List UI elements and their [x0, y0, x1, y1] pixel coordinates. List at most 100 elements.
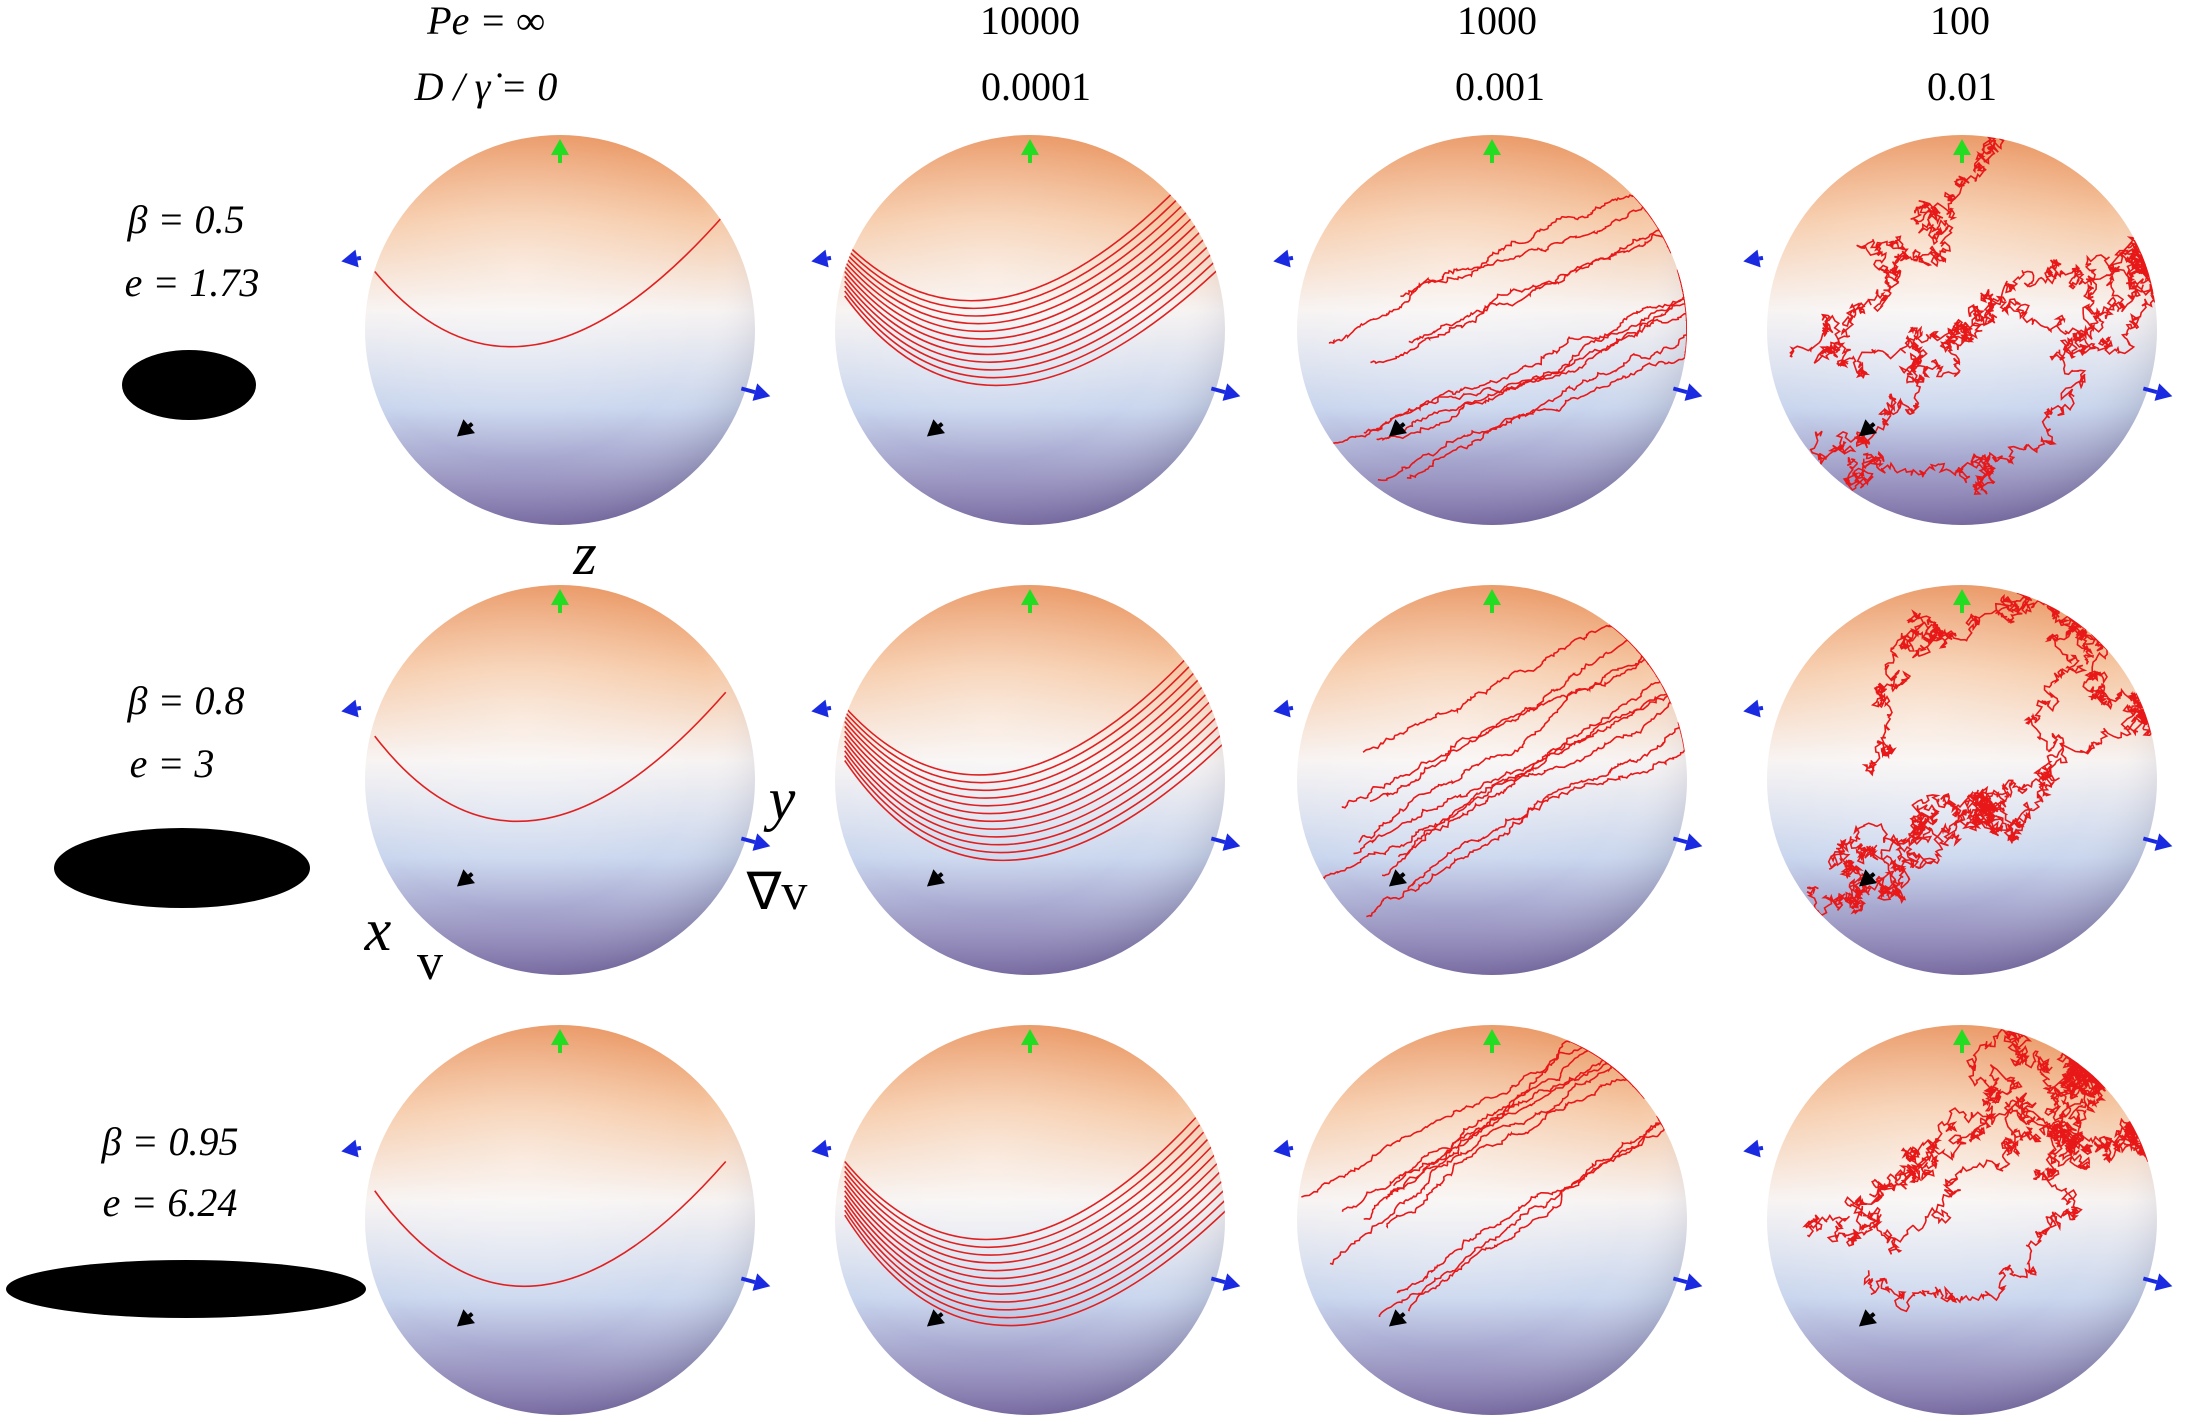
arrow-head: [811, 1139, 829, 1158]
arrow-head: [1222, 833, 1241, 851]
trajectory: [844, 1175, 1225, 1303]
trajectories: [374, 691, 727, 823]
arrow-head: [1684, 833, 1703, 851]
sphere-panel: [811, 1025, 1241, 1415]
trajectory: [1844, 1028, 2100, 1233]
arrow-head: [752, 1273, 771, 1291]
axis-arrow: [2142, 1276, 2158, 1285]
col-d: 0.0001: [981, 64, 1091, 109]
axis-arrow: [1210, 836, 1226, 845]
sphere-panel: [811, 585, 1241, 975]
axis-arrow: [1288, 705, 1294, 711]
trajectory: [844, 219, 1224, 356]
trajectory: [1408, 226, 1672, 344]
trajectory: [1863, 1117, 2149, 1313]
axis-arrow: [356, 705, 362, 711]
arrow-head: [1858, 1309, 1877, 1327]
trajectory: [844, 234, 1225, 371]
trajectories: [1806, 592, 2153, 917]
trajectory: [844, 677, 1212, 807]
arrow-head: [551, 139, 569, 155]
trajectory: [1844, 623, 2139, 915]
arrow-head: [926, 1309, 945, 1327]
trajectory: [1406, 276, 1687, 479]
arrow-head: [1483, 589, 1501, 605]
sphere-panel: [341, 585, 771, 975]
trajectory: [844, 728, 1225, 862]
axis-arrow: [1672, 386, 1688, 395]
axis-grad: ∇v: [746, 864, 808, 921]
trajectory: [844, 1139, 1209, 1264]
axis-arrow: [1288, 1145, 1294, 1151]
trajectories: [844, 1117, 1225, 1327]
sphere-panel: [1273, 1025, 1703, 1415]
row-e: e = 6.24: [103, 1180, 238, 1225]
particle-shape: [122, 350, 256, 420]
axis-y: y: [763, 766, 796, 832]
trajectory: [844, 684, 1216, 815]
arrow-head: [1388, 869, 1407, 887]
sphere-shade: [1297, 1025, 1687, 1415]
trajectory: [374, 691, 727, 823]
arrow-head: [811, 699, 829, 718]
axis-arrow: [1869, 422, 1876, 428]
axis-arrow: [1869, 1312, 1876, 1318]
arrow-head: [2154, 833, 2173, 851]
axis-arrow: [937, 422, 944, 428]
axis-arrow: [1399, 1312, 1406, 1318]
trajectory: [844, 168, 1197, 302]
arrow-head: [926, 419, 945, 437]
arrow-head: [1953, 139, 1971, 155]
arrow-head: [1743, 249, 1761, 268]
spheres: [341, 135, 2173, 1415]
trajectory: [844, 1197, 1225, 1327]
axis-arrow: [1758, 705, 1764, 711]
trajectory: [844, 1190, 1225, 1319]
axis-arrow: [356, 255, 362, 261]
trajectory: [844, 212, 1220, 348]
trajectory: [844, 1182, 1225, 1311]
trajectory: [844, 1124, 1201, 1249]
sphere-panel: [1273, 585, 1703, 975]
axis-labels: z y ∇v x v: [364, 521, 808, 991]
trajectory: [844, 183, 1205, 317]
col-d: 0.01: [1927, 64, 1997, 109]
axis-arrow: [937, 872, 944, 878]
axis-arrow: [1399, 872, 1406, 878]
trajectories: [374, 212, 727, 348]
labels: Pe = ∞ D / γ̇ = 0 10000 0.0001 1000 0.00…: [6, 0, 1997, 1318]
axis-arrow: [826, 255, 832, 261]
trajectory: [844, 1146, 1212, 1272]
trajectory: [844, 1117, 1197, 1241]
axis-arrow: [467, 872, 474, 878]
axis-arrow: [467, 422, 474, 428]
axis-arrow: [467, 1312, 474, 1318]
arrow-head: [341, 699, 359, 718]
trajectory: [844, 1168, 1224, 1295]
axis-v: v: [417, 934, 443, 991]
trajectory: [844, 241, 1225, 379]
arrow-head: [2154, 1273, 2173, 1291]
col-d: 0.001: [1455, 64, 1545, 109]
trajectories: [1789, 136, 2156, 495]
row-beta: β = 0.5: [127, 197, 245, 242]
arrow-head: [1388, 419, 1407, 437]
trajectory: [844, 706, 1225, 838]
arrow-head: [1953, 1029, 1971, 1045]
axis-arrow: [740, 1276, 756, 1285]
sphere-panel: [341, 1025, 771, 1415]
axis-arrow: [826, 705, 832, 711]
trajectory: [844, 647, 1197, 776]
trajectory: [374, 1160, 727, 1288]
sphere-panel: [1743, 135, 2173, 525]
axis-arrow: [1672, 836, 1688, 845]
sphere-panel: [811, 135, 1241, 525]
axis-arrow: [826, 1145, 832, 1151]
arrow-head: [1858, 419, 1877, 437]
arrow-head: [2154, 383, 2173, 401]
arrow-head: [1222, 1273, 1241, 1291]
arrow-head: [551, 1029, 569, 1045]
arrow-head: [1273, 249, 1291, 268]
sphere-panel: [1743, 1025, 2173, 1415]
